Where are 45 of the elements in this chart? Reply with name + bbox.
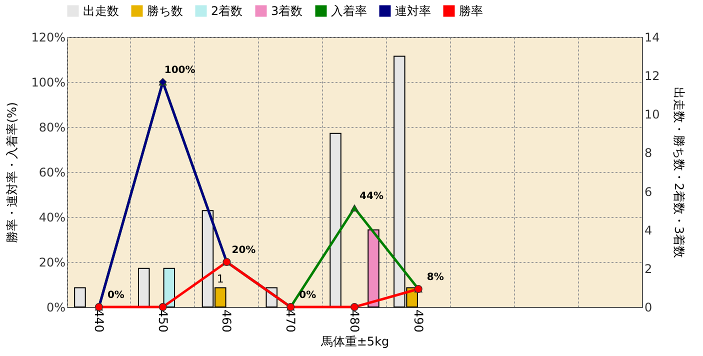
bar	[330, 132, 342, 308]
point	[350, 204, 359, 212]
y-tick-label: 40%	[38, 210, 66, 224]
x-tick-label: 440	[92, 310, 106, 332]
data-label: 0%	[107, 290, 124, 301]
y2-tick-label: 10	[644, 108, 660, 122]
x-tick-label: 470	[284, 310, 298, 332]
y-tick-label: 20%	[38, 256, 66, 270]
data-label: 20%	[232, 245, 256, 256]
legend-label: 連対率	[395, 4, 431, 18]
x-axis-title: 馬体重±5kg	[320, 334, 390, 348]
x-tick-label: 460	[220, 310, 234, 332]
y-axis-title: 勝率・連対率・入着率(%)	[5, 102, 20, 243]
y-tick-label: 100%	[31, 76, 66, 90]
y2-tick-label: 6	[644, 184, 652, 199]
bar	[138, 268, 150, 308]
x-tick-label: 450	[156, 310, 170, 332]
y2-tick-label: 2	[644, 262, 652, 276]
legend-label: 出走数	[83, 4, 119, 18]
legend-label: 2着数	[211, 4, 243, 18]
y-tick-label: 0%	[46, 300, 66, 314]
data-label: 44%	[360, 191, 384, 202]
bar	[74, 287, 86, 308]
legend-label: 3着数	[271, 4, 303, 18]
legend-label: 勝ち数	[147, 4, 183, 18]
data-label: 100%	[164, 65, 196, 76]
bar	[368, 229, 380, 308]
data-label: 1	[216, 272, 224, 286]
y-tick-label: 120%	[31, 30, 66, 44]
data-label: 0%	[299, 290, 316, 301]
y2-tick-label: 8	[644, 146, 652, 160]
y2-tick-label: 0	[644, 300, 652, 314]
y2-tick-label: 14	[644, 30, 660, 44]
point	[158, 303, 167, 311]
x-tick-label: 480	[348, 310, 362, 332]
legend-label: 勝率	[459, 4, 483, 18]
data-label: 8%	[426, 272, 444, 283]
point	[350, 303, 359, 311]
legend-label: 入着率	[331, 4, 367, 18]
y-tick-label: 80%	[38, 120, 66, 134]
y-tick-label: 60%	[38, 166, 66, 180]
y2-tick-label: 12	[644, 69, 660, 84]
y2-tick-label: 4	[644, 223, 652, 238]
x-tick-label: 490	[411, 310, 426, 332]
y2-axis-title: 出走数・勝ち数・2着数・3着数	[672, 86, 686, 258]
